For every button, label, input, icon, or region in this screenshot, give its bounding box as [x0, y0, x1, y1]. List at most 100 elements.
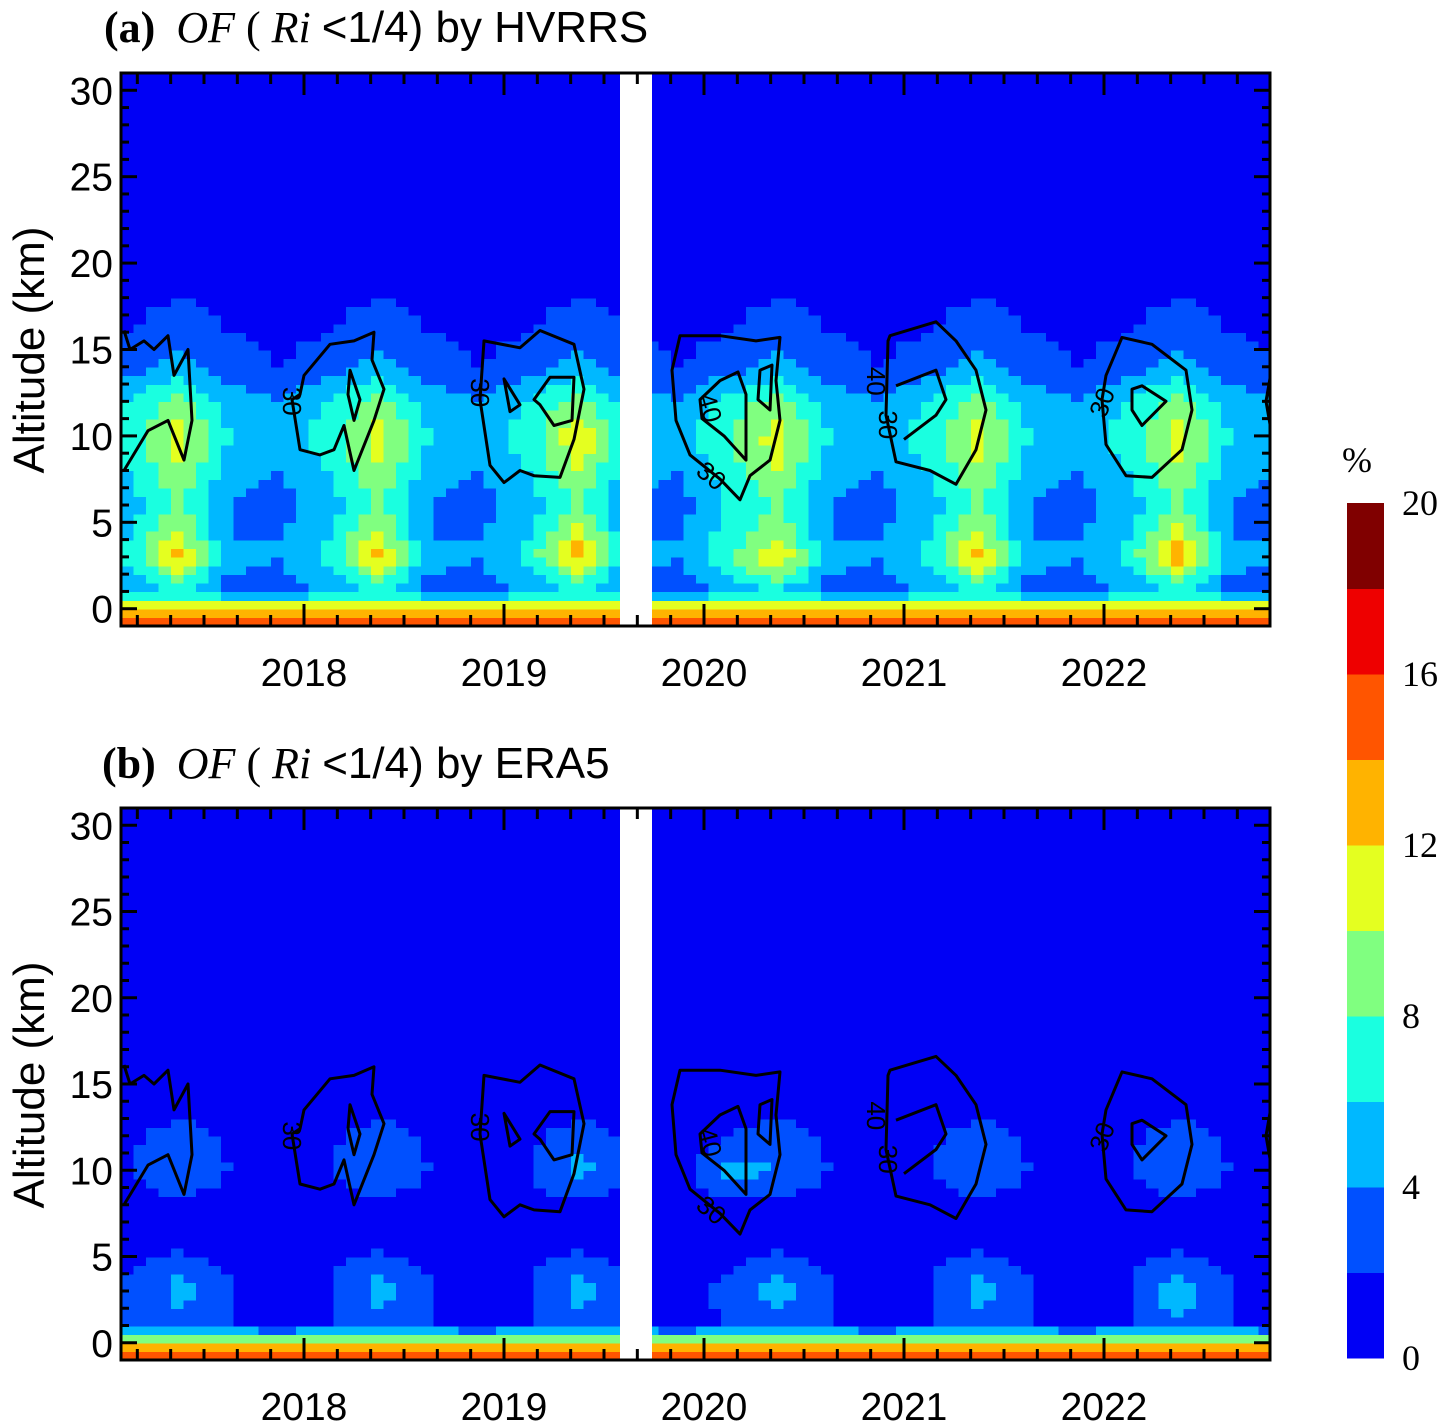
heatmap-cell — [371, 392, 385, 403]
heatmap-cell — [258, 453, 272, 463]
heatmap-cell — [333, 349, 347, 359]
heatmap-cell — [458, 349, 472, 359]
heatmap-cell — [646, 176, 660, 187]
heatmap-cell — [1033, 159, 1047, 169]
heatmap-cell — [133, 81, 147, 91]
heatmap-cell — [133, 142, 147, 152]
heatmap-cell — [258, 548, 272, 558]
heatmap-cell — [983, 539, 997, 549]
heatmap-cell — [571, 487, 585, 498]
heatmap-cell — [683, 444, 697, 454]
heatmap-cell — [921, 366, 935, 377]
heatmap-cell — [396, 496, 410, 506]
heatmap-cell — [308, 98, 322, 109]
heatmap-cell — [908, 539, 922, 549]
heatmap-cell — [158, 168, 172, 178]
heatmap-cell — [308, 340, 322, 351]
heatmap-cell — [258, 289, 272, 299]
heatmap-cell — [183, 116, 197, 126]
heatmap-cell — [208, 159, 222, 169]
heatmap-cell — [583, 133, 597, 143]
heatmap-cell — [846, 159, 860, 169]
heatmap-cell — [1071, 453, 1085, 463]
heatmap-cell — [396, 375, 410, 385]
heatmap-cell — [846, 435, 860, 446]
heatmap-cell — [433, 314, 447, 325]
heatmap-cell — [671, 176, 685, 187]
heatmap-cell — [933, 98, 947, 109]
heatmap-cell — [1008, 254, 1022, 264]
heatmap-cell — [583, 289, 597, 299]
heatmap-cell — [446, 556, 460, 567]
heatmap-cell — [821, 392, 835, 403]
heatmap-cell — [971, 314, 985, 325]
heatmap-cell — [933, 245, 947, 256]
heatmap-cell — [321, 98, 335, 109]
heatmap-cell — [546, 392, 560, 403]
heatmap-cell — [896, 271, 910, 282]
heatmap-cell — [1046, 505, 1060, 515]
heatmap-cell — [146, 150, 160, 161]
heatmap-cell — [571, 124, 585, 135]
heatmap-cell — [596, 548, 610, 558]
heatmap-cell — [733, 470, 747, 480]
heatmap-cell — [358, 297, 372, 308]
heatmap-cell — [1008, 496, 1022, 506]
heatmap-cell — [996, 280, 1010, 290]
heatmap-cell — [1071, 271, 1085, 282]
heatmap-cell — [296, 254, 310, 264]
heatmap-cell — [358, 496, 372, 506]
heatmap-cell — [608, 548, 622, 558]
heatmap-cell — [471, 194, 485, 204]
heatmap-cell — [558, 427, 572, 437]
heatmap-cell — [458, 366, 472, 377]
heatmap-cell — [946, 401, 960, 411]
heatmap-cell — [733, 306, 747, 316]
heatmap-cell — [871, 548, 885, 558]
heatmap-cell — [608, 280, 622, 290]
heatmap-cell — [646, 418, 660, 428]
heatmap-cell — [896, 435, 910, 446]
heatmap-cell — [1021, 539, 1035, 549]
heatmap-cell — [583, 522, 597, 532]
heatmap-cell — [258, 435, 272, 446]
heatmap-cell — [946, 185, 960, 195]
heatmap-cell — [996, 418, 1010, 428]
heatmap-cell — [521, 427, 535, 437]
heatmap-cell — [1008, 263, 1022, 273]
heatmap-cell — [196, 211, 210, 221]
heatmap-cell — [121, 539, 135, 549]
heatmap-cell — [346, 332, 360, 342]
heatmap-cell — [446, 513, 460, 524]
heatmap-cell — [746, 496, 760, 506]
heatmap-cell — [971, 194, 985, 204]
heatmap-cell — [496, 461, 510, 472]
heatmap-cell — [808, 591, 822, 601]
heatmap-cell — [758, 185, 772, 195]
heatmap-cell — [146, 271, 160, 282]
heatmap-cell — [933, 263, 947, 273]
heatmap-cell — [446, 280, 460, 290]
heatmap-cell — [958, 617, 972, 626]
heatmap-cell — [583, 81, 597, 91]
heatmap-cell — [683, 289, 697, 299]
heatmap-cell — [1046, 185, 1060, 195]
heatmap-cell — [646, 366, 660, 377]
heatmap-cell — [1046, 582, 1060, 593]
heatmap-cell — [521, 107, 535, 117]
heatmap-cell — [608, 531, 622, 541]
heatmap-cell — [821, 608, 835, 619]
heatmap-cell — [921, 124, 935, 135]
heatmap-cell — [133, 314, 147, 325]
heatmap-cell — [971, 73, 985, 83]
heatmap-cell — [221, 600, 235, 610]
heatmap-cell — [1046, 401, 1060, 411]
heatmap-cell — [596, 306, 610, 316]
heatmap-cell — [246, 522, 260, 532]
heatmap-cell — [183, 349, 197, 359]
heatmap-cell — [371, 133, 385, 143]
heatmap-cell — [383, 237, 397, 247]
heatmap-cell — [571, 263, 585, 273]
heatmap-cell — [1046, 548, 1060, 558]
heatmap-cell — [946, 116, 960, 126]
